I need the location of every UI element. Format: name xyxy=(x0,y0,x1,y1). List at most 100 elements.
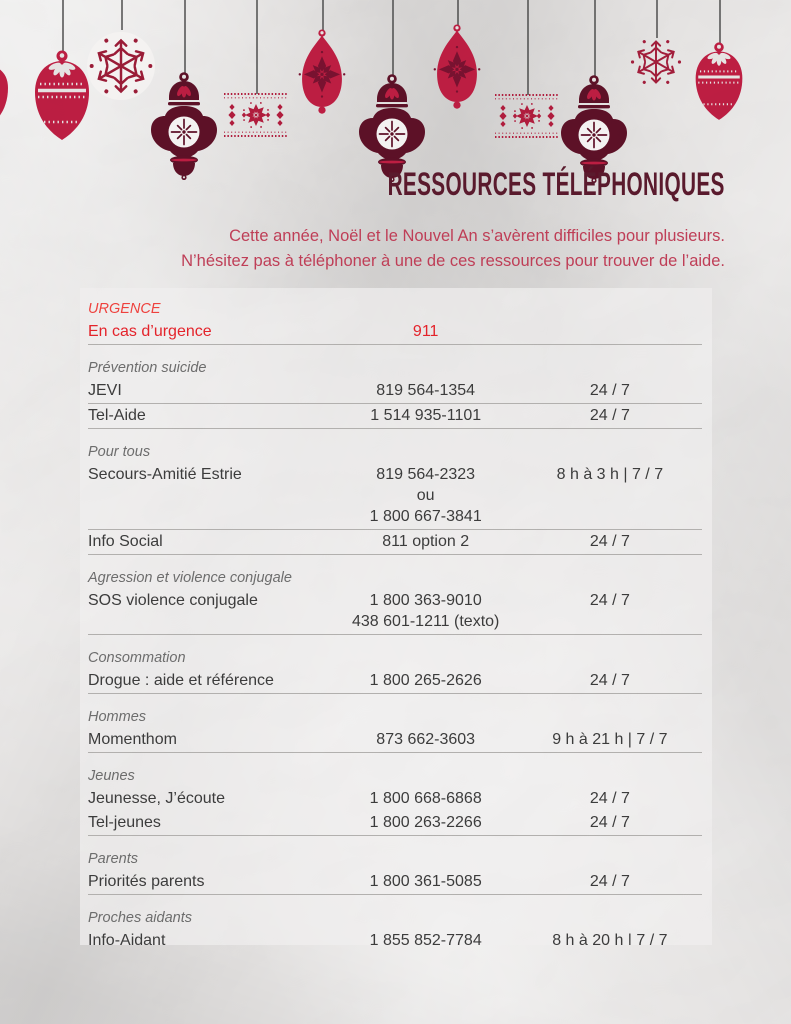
resource-hours: 24 / 7 xyxy=(589,407,630,424)
phone-number: 1 800 265-2626 xyxy=(369,672,482,689)
intro-text: Cette année, Noël et le Nouvel An s’avèr… xyxy=(181,224,725,274)
section-label: Prévention suicide xyxy=(88,360,207,376)
table-row: Tel-Aide 1 514 935-1101 24 / 7 xyxy=(88,404,702,429)
resource-name: Secours-Amitié Estrie xyxy=(88,466,242,483)
phone-number: 1 800 667-3841 xyxy=(369,508,482,525)
phone-number: 873 662-3603 xyxy=(376,731,476,748)
resource-phone: 811 option 2 xyxy=(334,531,518,552)
phone-number: 1 800 263-2266 xyxy=(369,814,482,831)
directory-section: Parents Priorités parents 1 800 361-5085… xyxy=(88,850,702,895)
section-rows: Priorités parents 1 800 361-5085 24 / 7 xyxy=(88,870,702,895)
resource-phone: 911 xyxy=(334,321,518,342)
phone-number: 1 800 363-9010 xyxy=(369,592,482,609)
page-title: RESSOURCES TÉLÉPHONIQUES xyxy=(387,166,725,202)
phone-number: 1 855 852-7784 xyxy=(369,932,482,945)
directory-section: Hommes Momenthom 873 662-3603 9 h à 21 h… xyxy=(88,708,702,753)
ornament-nordic-band-icon xyxy=(493,92,561,140)
hanging-string xyxy=(184,0,186,75)
phone-number: ou xyxy=(416,487,435,504)
ornament-teardrop-star-icon xyxy=(293,29,351,116)
resource-phone: 1 800 363-9010 438 601-1211 (texto) xyxy=(334,590,518,632)
resource-name: JEVI xyxy=(88,382,122,399)
resource-name: Info-Aidant xyxy=(88,932,166,945)
table-row: Momenthom 873 662-3603 9 h à 21 h | 7 / … xyxy=(88,728,702,753)
table-row: Info Social 811 option 2 24 / 7 xyxy=(88,530,702,555)
hanging-string xyxy=(719,0,721,45)
resource-name: Tel-Aide xyxy=(88,407,146,424)
section-rows: JEVI 819 564-1354 24 / 7 Tel-Aide 1 514 … xyxy=(88,379,702,429)
hanging-string xyxy=(594,0,596,77)
resource-phone: 1 855 852-7784 xyxy=(334,930,518,945)
intro-line-2: N’hésitez pas à téléphoner à une de ces … xyxy=(181,252,725,270)
directory-section: Pour tous Secours-Amitié Estrie 819 564-… xyxy=(88,443,702,555)
hanging-string xyxy=(256,0,258,94)
ornament-finial-icon xyxy=(148,72,220,180)
resource-phone: 1 800 668-6868 xyxy=(334,788,518,809)
resource-hours: 24 / 7 xyxy=(589,790,630,807)
section-label: Hommes xyxy=(88,709,147,725)
table-row: Priorités parents 1 800 361-5085 24 / 7 xyxy=(88,870,702,895)
table-row: Secours-Amitié Estrie 819 564-2323 ou 1 80… xyxy=(88,463,702,530)
section-label: Parents xyxy=(88,851,138,867)
resource-hours: 24 / 7 xyxy=(589,873,630,890)
directory-section: Prévention suicide JEVI 819 564-1354 24 … xyxy=(88,359,702,429)
resource-hours xyxy=(518,321,702,342)
hanging-string xyxy=(656,0,658,38)
resource-name: Jeunesse, J’écoute xyxy=(88,790,225,807)
section-rows: Info-Aidant 1 855 852-7784 8 h à 20 h | … xyxy=(88,929,702,945)
resource-name: Priorités parents xyxy=(88,873,205,890)
directory-section: Jeunes Jeunesse, J’écoute 1 800 668-6868… xyxy=(88,767,702,836)
resource-hours: 9 h à 21 h | 7 / 7 xyxy=(552,731,668,748)
section-label: Jeunes xyxy=(88,768,135,784)
resource-phone: 1 800 263-2266 xyxy=(334,812,518,833)
phone-number: 1 800 668-6868 xyxy=(369,790,482,807)
phone-number: 811 option 2 xyxy=(382,533,470,550)
hanging-string xyxy=(527,0,529,95)
resource-name: Drogue : aide et référence xyxy=(88,672,274,689)
section-label: Consommation xyxy=(88,650,186,666)
intro-line-1: Cette année, Noël et le Nouvel An s’avèr… xyxy=(229,227,725,245)
directory-section: Consommation Drogue : aide et référence … xyxy=(88,649,702,694)
resource-hours: 24 / 7 xyxy=(589,382,630,399)
resource-hours: 24 / 7 xyxy=(589,814,630,831)
resource-hours: 24 / 7 xyxy=(589,672,630,689)
ornament-snowflake-icon xyxy=(629,38,683,86)
phone-number: 819 564-2323 xyxy=(376,466,476,483)
section-label: Agression et violence conjugale xyxy=(88,570,292,586)
resource-name: En cas d’urgence xyxy=(88,323,212,340)
section-label: Pour tous xyxy=(88,444,151,460)
resource-hours: 8 h à 3 h | 7 / 7 xyxy=(556,466,664,483)
resource-hours: 24 / 7 xyxy=(589,592,630,609)
resource-name: Info Social xyxy=(88,533,163,550)
section-label: URGENCE xyxy=(88,301,161,317)
section-rows: SOS violence conjugale 1 800 363-9010 438… xyxy=(88,589,702,635)
hanging-string xyxy=(392,0,394,77)
phone-number: 438 601-1211 (texto) xyxy=(352,613,500,630)
table-row: JEVI 819 564-1354 24 / 7 xyxy=(88,379,702,404)
table-row: Tel-jeunes 1 800 263-2266 24 / 7 xyxy=(88,811,702,836)
resource-name: Momenthom xyxy=(88,731,177,748)
directory: URGENCE En cas d’urgence 911 Prévention … xyxy=(80,288,712,945)
section-rows: En cas d’urgence 911 xyxy=(88,320,702,345)
section-rows: Secours-Amitié Estrie 819 564-2323 ou 1 80… xyxy=(88,463,702,555)
directory-section: Proches aidants Info-Aidant 1 855 852-77… xyxy=(88,909,702,945)
phone-number: 1 514 935-1101 xyxy=(370,407,482,424)
directory-section: Agression et violence conjugale SOS viol… xyxy=(88,569,702,635)
resource-phone: 873 662-3603 xyxy=(334,729,518,750)
table-row: Jeunesse, J’écoute 1 800 668-6868 24 / 7 xyxy=(88,787,702,811)
phone-number: 819 564-1354 xyxy=(376,382,476,399)
resource-phone: 1 514 935-1101 xyxy=(334,405,518,426)
resource-name: SOS violence conjugale xyxy=(88,592,258,609)
resource-phone: 1 800 361-5085 xyxy=(334,871,518,892)
directory-section: URGENCE En cas d’urgence 911 xyxy=(88,300,702,345)
resource-phone: 819 564-1354 xyxy=(334,380,518,401)
table-row: Drogue : aide et référence 1 800 265-262… xyxy=(88,669,702,694)
phone-number: 911 xyxy=(412,323,439,340)
section-label: Proches aidants xyxy=(88,910,192,926)
table-row: SOS violence conjugale 1 800 363-9010 438… xyxy=(88,589,702,635)
resource-hours: 8 h à 20 h | 7 / 7 xyxy=(552,932,668,945)
ornament-bauble-icon xyxy=(693,42,745,125)
ornament-teardrop-star-icon xyxy=(428,24,486,111)
ornament-partial-icon xyxy=(0,69,8,116)
